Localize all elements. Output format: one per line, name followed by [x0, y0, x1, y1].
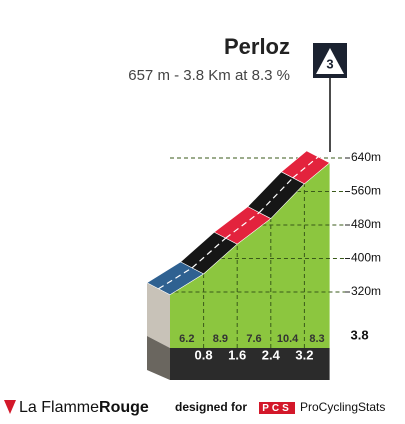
- profile: 320m 400m 480m 560m 640m 6.2 8.9 7.6 10.4 8.3 0.8 1…: [146, 150, 381, 380]
- logo: PCS: [262, 403, 292, 414]
- strip-dash: [292, 156, 319, 179]
- y-tick-label: 320m: [351, 284, 381, 298]
- gradient-label: 8.9: [213, 333, 228, 345]
- x-tick-label: 3.2: [295, 347, 313, 362]
- distance-band: [170, 348, 330, 380]
- category-label: 3: [326, 56, 333, 71]
- gradient-label: 6.2: [179, 333, 194, 345]
- y-tick-label: 560m: [351, 184, 381, 198]
- strip-dash: [158, 267, 193, 290]
- strip-dash: [225, 212, 260, 239]
- climb-title: Perloz: [224, 34, 290, 59]
- x-tick-label: 2.4: [262, 347, 281, 362]
- badge-triangle: [316, 48, 344, 74]
- y-tick-label: 400m: [351, 251, 381, 265]
- strip-dash: [191, 237, 227, 269]
- side-band: [147, 336, 170, 380]
- y-tick-label: 480m: [351, 217, 381, 231]
- brand-flame: [4, 400, 16, 414]
- y-tick-label: 640m: [351, 150, 381, 164]
- profile-face: [170, 162, 330, 348]
- designed-for: designed for: [175, 400, 247, 414]
- site-name: ProCyclingStats: [300, 400, 385, 414]
- x-tick-label: 3.8: [351, 327, 369, 342]
- logo-box: [259, 402, 295, 414]
- gradient-label: 7.6: [246, 333, 261, 345]
- gradient-label: 8.3: [309, 333, 324, 345]
- brand-light: La Flamme: [19, 399, 99, 416]
- strip-dash: [258, 177, 294, 213]
- gradient-label: 10.4: [277, 333, 299, 345]
- x-tick-label: 1.6: [228, 347, 246, 362]
- brand-bold: Rouge: [99, 399, 149, 416]
- x-tick-label: 0.8: [195, 347, 213, 362]
- climb-subtitle: 657 m - 3.8 Km at 8.3 %: [128, 67, 290, 84]
- segment-strip: [280, 150, 331, 185]
- side-face: [147, 282, 170, 348]
- brand: La FlammeRouge: [19, 399, 149, 416]
